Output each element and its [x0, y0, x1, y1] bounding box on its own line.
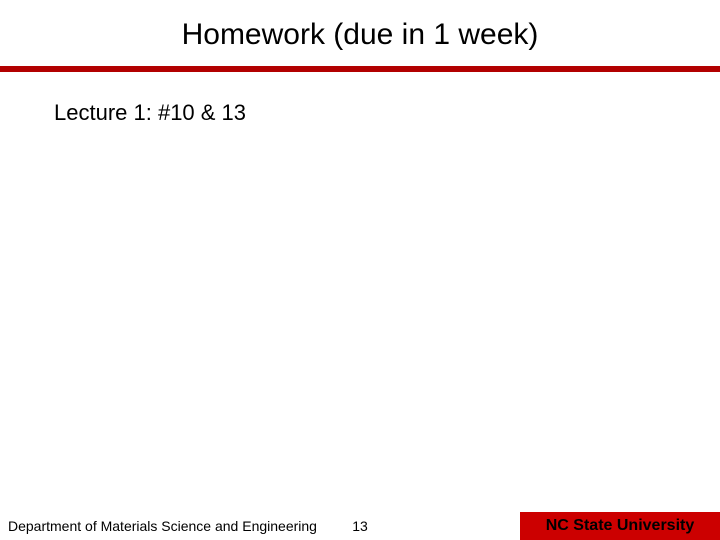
footer-page-number: 13: [352, 518, 368, 534]
slide-title: Homework (due in 1 week): [0, 0, 720, 52]
slide-content: Lecture 1: #10 & 13: [0, 72, 720, 126]
slide: Homework (due in 1 week) Lecture 1: #10 …: [0, 0, 720, 540]
body-text: Lecture 1: #10 & 13: [54, 100, 720, 126]
footer-university: NC State University: [520, 512, 720, 540]
footer-department: Department of Materials Science and Engi…: [0, 518, 317, 534]
footer: Department of Materials Science and Engi…: [0, 512, 720, 540]
